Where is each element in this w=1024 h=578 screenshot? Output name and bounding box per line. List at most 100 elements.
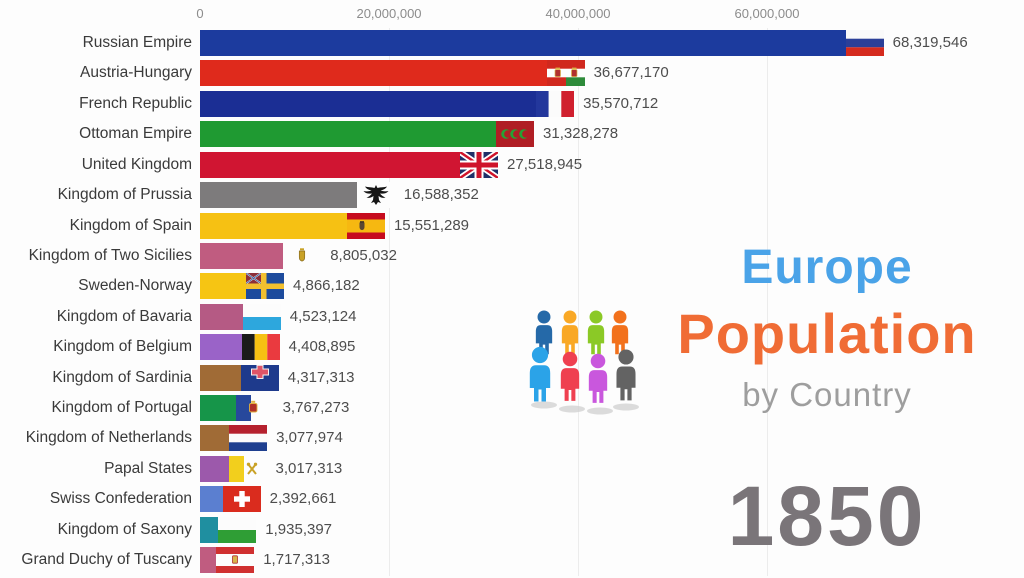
flag-russian-empire-icon xyxy=(845,30,884,56)
population-bar xyxy=(200,516,219,543)
country-label: Kingdom of Sardinia xyxy=(52,368,192,386)
year-label: 1850 xyxy=(727,469,927,563)
bar-row: Kingdom of Saxony 1,935,397 xyxy=(0,516,1024,543)
population-bar xyxy=(200,334,242,361)
country-label: Russian Empire xyxy=(82,34,192,51)
population-bar xyxy=(200,242,284,269)
population-bar xyxy=(200,273,246,300)
x-axis-tick-label: 0 xyxy=(196,6,204,21)
flag-switzerland-icon xyxy=(222,486,261,513)
country-label: Swiss Confederation xyxy=(49,490,192,508)
country-label: French Republic xyxy=(79,94,192,112)
population-value: 4,317,313 xyxy=(287,368,355,386)
population-bar xyxy=(200,182,357,209)
bar-row: French Republic 35,570,712 xyxy=(0,90,1024,117)
population-bar xyxy=(200,425,230,452)
country-label: Grand Duchy of Tuscany xyxy=(21,551,192,569)
flag-sweden-norway-icon xyxy=(245,273,284,300)
country-label: Kingdom of Saxony xyxy=(57,520,192,538)
chart-title: Europe Population by Country xyxy=(630,241,1024,413)
population-bar xyxy=(200,547,217,574)
title-by-country: by Country xyxy=(742,376,912,413)
bar-row: Kingdom of Bavaria 4,523,124 xyxy=(0,303,1024,330)
country-label: Sweden-Norway xyxy=(78,277,192,295)
country-label: Austria-Hungary xyxy=(80,64,192,82)
bar-row: Kingdom of Belgium 4,408,895 xyxy=(0,334,1024,361)
bar-row: Kingdom of Portugal 3,767,273 xyxy=(0,395,1024,422)
bar-row: Grand Duchy of Tuscany 1,717,313 xyxy=(0,547,1024,574)
bar-row: Kingdom of Prussia 16,588,352 xyxy=(0,182,1024,209)
bar-row: Kingdom of Netherlands 3,077,974 xyxy=(0,425,1024,452)
population-bar xyxy=(200,60,547,87)
flag-ottoman-empire-icon xyxy=(496,121,535,148)
flag-belgium-icon xyxy=(241,334,280,361)
country-label: Ottoman Empire xyxy=(79,125,192,143)
gridline xyxy=(578,28,579,576)
x-axis-tick-label: 40,000,000 xyxy=(545,6,611,21)
bar-row: Swiss Confederation 2,392,661 xyxy=(0,486,1024,513)
population-bar xyxy=(200,455,229,482)
population-value: 68,319,546 xyxy=(892,34,968,51)
population-bar xyxy=(200,395,236,422)
population-value: 2,392,661 xyxy=(269,490,337,508)
population-value: 35,570,712 xyxy=(583,94,659,112)
population-value: 16,588,352 xyxy=(403,186,479,204)
population-value: 1,935,397 xyxy=(265,520,333,538)
gridline xyxy=(389,28,390,576)
flag-prussia-icon xyxy=(356,182,395,209)
country-label: United Kingdom xyxy=(81,155,192,173)
population-value: 27,518,945 xyxy=(507,155,583,173)
population-value: 3,767,273 xyxy=(282,399,350,417)
population-value: 1,717,313 xyxy=(263,551,330,569)
flag-tuscany-icon xyxy=(216,547,255,574)
population-value: 3,077,974 xyxy=(276,429,343,447)
country-label: Kingdom of Two Sicilies xyxy=(28,246,192,264)
population-value: 8,805,032 xyxy=(330,246,397,264)
flag-saxony-icon xyxy=(218,516,257,543)
x-axis-tick-label: 60,000,000 xyxy=(734,6,800,21)
country-label: Kingdom of Prussia xyxy=(57,186,192,204)
bar-row: United Kingdom 27,518,945 xyxy=(0,151,1024,178)
flag-spain-icon xyxy=(346,212,385,239)
bar-row: Kingdom of Sardinia 4,317,313 xyxy=(0,364,1024,391)
people-group-icon xyxy=(522,282,646,430)
gridline xyxy=(767,28,768,576)
population-value: 3,017,313 xyxy=(275,459,343,477)
flag-austria-hungary-icon xyxy=(546,60,585,87)
population-bar xyxy=(200,151,461,178)
population-bar xyxy=(200,303,243,330)
population-bar xyxy=(200,90,537,117)
flag-sardinia-icon xyxy=(240,364,279,391)
country-label: Kingdom of Bavaria xyxy=(56,307,192,325)
country-label: Kingdom of Netherlands xyxy=(25,429,192,447)
bar-row: Kingdom of Spain 15,551,289 xyxy=(0,212,1024,239)
population-value: 31,328,278 xyxy=(543,125,619,143)
bar-row: Ottoman Empire 31,328,278 xyxy=(0,121,1024,148)
population-bar xyxy=(200,121,497,148)
population-bar xyxy=(200,212,347,239)
title-population: Population xyxy=(677,302,977,365)
bar-row: Sweden-Norway 4,866,182 xyxy=(0,273,1024,300)
population-value: 4,408,895 xyxy=(288,338,356,356)
country-label: Kingdom of Portugal xyxy=(51,399,192,417)
title-europe: Europe xyxy=(741,241,913,294)
population-value: 4,866,182 xyxy=(292,277,360,295)
flag-bavaria-icon xyxy=(242,303,281,330)
population-value: 36,677,170 xyxy=(593,64,669,82)
flag-papal-states-icon xyxy=(228,455,267,482)
country-label: Kingdom of Belgium xyxy=(53,338,192,356)
bar-row: Russian Empire 68,319,546 xyxy=(0,30,1024,56)
population-bar xyxy=(200,364,241,391)
x-axis-tick-label: 20,000,000 xyxy=(356,6,422,21)
bar-row: Papal States 3,017,313 xyxy=(0,455,1024,482)
bar-row: Kingdom of Two Sicilies 8,805,032 xyxy=(0,242,1024,269)
population-value: 15,551,289 xyxy=(393,216,470,234)
population-value: 4,523,124 xyxy=(289,307,357,325)
flag-portugal-icon xyxy=(235,395,274,422)
population-bar xyxy=(200,486,223,513)
country-label: Papal States xyxy=(104,459,192,477)
country-label: Kingdom of Spain xyxy=(69,216,192,234)
flag-french-republic-icon xyxy=(536,90,575,117)
flag-united-kingdom-icon xyxy=(460,151,499,178)
